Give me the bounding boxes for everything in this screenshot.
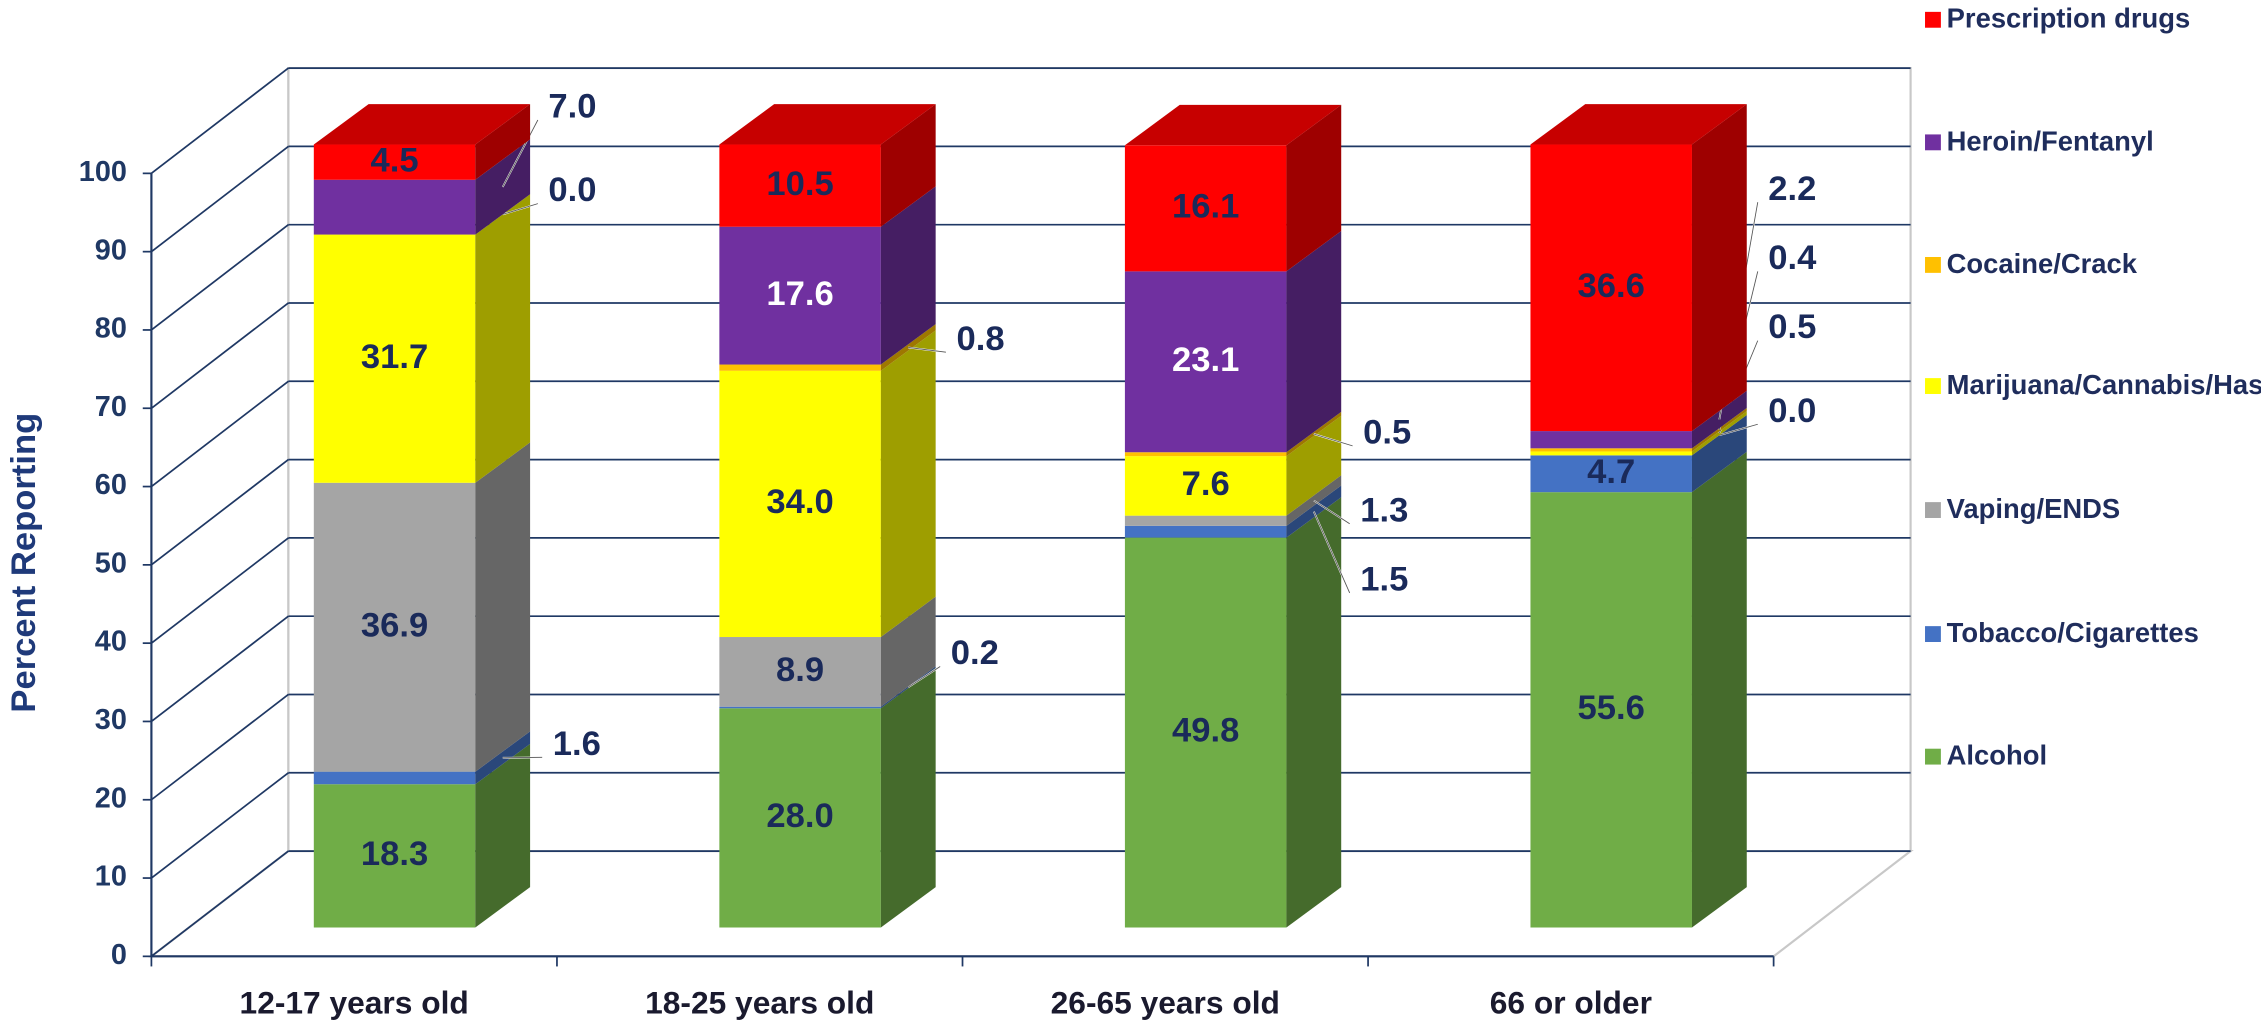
value-label: 36.6 — [1578, 267, 1645, 305]
legend-item: Prescription drugs — [1947, 2, 2261, 89]
legend-swatch — [1925, 134, 1941, 150]
value-label: 0.0 — [1768, 392, 1816, 430]
x-tick-label: 66 or older — [1490, 985, 1652, 1021]
bar-side — [881, 330, 936, 637]
legend-swatch — [1925, 378, 1941, 394]
value-label: 4.5 — [371, 141, 419, 179]
value-label: 55.6 — [1578, 689, 1645, 727]
legend-item: Heroin/Fentanyl — [1947, 124, 2261, 211]
value-label: 1.6 — [553, 725, 601, 763]
legend-swatch — [1925, 502, 1941, 518]
legend-label: Alcohol — [1947, 739, 2261, 776]
y-tick-label: 50 — [95, 547, 127, 579]
legend-item: Marijuana/Cannabis/Hashish/THC — [1947, 368, 2261, 455]
bar-front — [1125, 516, 1287, 526]
bar-front — [1125, 526, 1287, 538]
value-label: 16.1 — [1172, 187, 1239, 225]
grid-line — [151, 616, 288, 721]
bar-front — [719, 707, 881, 709]
value-label: 18.3 — [361, 835, 428, 873]
legend-label: Marijuana/Cannabis/Hashish/THC — [1947, 368, 2261, 405]
y-tick-label: 60 — [95, 469, 127, 501]
grid-line — [151, 538, 288, 643]
bar-front — [1530, 431, 1692, 448]
bar-front — [1530, 448, 1692, 451]
value-label: 34.0 — [766, 483, 833, 521]
value-label: 0.2 — [951, 634, 999, 672]
legend-swatch — [1925, 257, 1941, 273]
legend-swatch — [1925, 749, 1941, 765]
x-tick-label: 26-65 years old — [1051, 985, 1280, 1021]
y-tick-label: 0 — [111, 939, 127, 971]
legend-swatch — [1925, 12, 1941, 28]
bar-front — [1125, 452, 1287, 456]
bar-side — [1286, 497, 1341, 927]
grid-line — [151, 146, 288, 251]
y-tick-label: 100 — [79, 156, 127, 188]
bar-front — [314, 772, 476, 785]
value-label: 36.9 — [361, 606, 428, 644]
value-label: 23.1 — [1172, 341, 1239, 379]
bar-front — [314, 180, 476, 235]
legend-label: Cocaine/Crack — [1947, 247, 2261, 284]
value-label: 2.2 — [1768, 170, 1816, 208]
y-tick-label: 70 — [95, 391, 127, 423]
grid-line — [151, 225, 288, 330]
y-axis-title: Percent Reporting — [5, 413, 43, 713]
grid-line — [151, 68, 288, 173]
value-label: 4.7 — [1587, 453, 1635, 491]
legend-item: Cocaine/Crack — [1947, 247, 2261, 334]
y-tick-label: 80 — [95, 313, 127, 345]
bar-side — [1692, 104, 1747, 431]
bar-side — [881, 668, 936, 928]
legend-swatch — [1925, 626, 1941, 642]
grid-line — [151, 851, 288, 956]
legend-item: Tobacco/Cigarettes — [1947, 616, 2261, 703]
legend-item: Alcohol — [1947, 739, 2261, 826]
bar-side — [475, 442, 530, 771]
bar-side — [475, 194, 530, 483]
value-label: 7.0 — [548, 88, 596, 126]
legend-label: Tobacco/Cigarettes — [1947, 616, 2261, 653]
y-tick-label: 30 — [95, 704, 127, 736]
value-label: 0.5 — [1363, 413, 1411, 451]
value-label: 17.6 — [766, 275, 833, 313]
value-label: 0.0 — [548, 171, 596, 209]
y-tick-label: 90 — [95, 234, 127, 266]
value-label: 10.5 — [766, 165, 833, 203]
grid-line — [151, 694, 288, 799]
grid-line — [151, 381, 288, 486]
value-label: 49.8 — [1172, 712, 1239, 750]
grid-line — [151, 773, 288, 878]
y-tick-label: 40 — [95, 626, 127, 658]
legend-label: Heroin/Fentanyl — [1947, 124, 2261, 161]
value-label: 1.5 — [1360, 561, 1408, 599]
legend-label: Prescription drugs — [1947, 2, 2261, 39]
value-label: 0.4 — [1768, 239, 1817, 277]
grid-line — [151, 460, 288, 565]
x-tick-label: 12-17 years old — [240, 985, 469, 1021]
x-tick-label: 18-25 years old — [645, 985, 874, 1021]
legend-item: Vaping/ENDS — [1947, 492, 2261, 579]
bar-front — [719, 365, 881, 371]
value-label: 7.6 — [1182, 465, 1230, 503]
value-label: 0.5 — [1768, 308, 1816, 346]
y-tick-label: 10 — [95, 861, 127, 893]
bar-front — [1530, 451, 1692, 455]
value-label: 31.7 — [361, 338, 428, 376]
legend-label: Vaping/ENDS — [1947, 492, 2261, 529]
y-tick-label: 20 — [95, 782, 127, 814]
value-label: 28.0 — [766, 797, 833, 835]
value-label: 0.8 — [956, 320, 1004, 358]
value-label: 1.3 — [1360, 491, 1408, 529]
value-label: 8.9 — [776, 651, 824, 689]
grid-line — [151, 303, 288, 408]
bar-side — [1692, 452, 1747, 928]
